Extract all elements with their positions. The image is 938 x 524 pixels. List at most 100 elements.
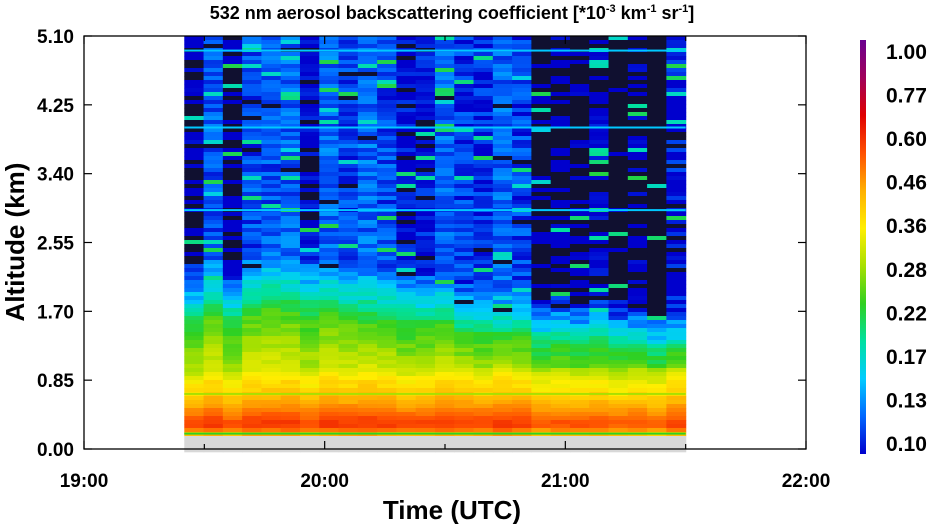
heatmap-cell (666, 288, 687, 293)
heatmap-cell (627, 388, 648, 393)
heatmap-cell (319, 420, 340, 425)
heatmap-cell (242, 384, 263, 389)
heatmap-cell (627, 308, 648, 313)
heatmap-cell (319, 60, 340, 65)
heatmap-cell (512, 112, 532, 117)
heatmap-cell (434, 372, 455, 377)
heatmap-cell (569, 404, 590, 409)
heatmap-cell (550, 144, 571, 149)
heatmap-cell (531, 376, 552, 381)
heatmap-cell (319, 448, 340, 453)
heatmap-cell (608, 352, 629, 357)
heatmap-cell (203, 404, 224, 409)
heatmap-cell (377, 428, 397, 433)
heatmap-cell (357, 80, 378, 85)
heatmap-cell (357, 284, 378, 289)
heatmap-cell (299, 216, 320, 221)
heatmap-cell (299, 84, 320, 89)
heatmap-cell (492, 152, 513, 157)
heatmap-cell (647, 292, 667, 297)
heatmap-cell (454, 72, 475, 77)
heatmap-cell (261, 396, 282, 401)
heatmap-cell (647, 148, 667, 153)
heatmap-cell (666, 116, 687, 121)
heatmap-cell (396, 372, 417, 377)
heatmap-cell (203, 424, 224, 429)
heatmap-cell (454, 64, 475, 69)
heatmap-cell (608, 148, 629, 153)
heatmap-cell (242, 404, 263, 409)
heatmap-cell (222, 404, 243, 409)
heatmap-cell (627, 152, 648, 157)
heatmap-cell (184, 356, 205, 361)
heatmap-cell (280, 40, 301, 45)
heatmap-cell (569, 332, 590, 337)
heatmap-cell (666, 224, 687, 229)
heatmap-cell (569, 156, 590, 161)
heatmap-cell (396, 236, 417, 241)
heatmap-cell (454, 320, 475, 325)
heatmap-cell (608, 100, 629, 105)
heatmap-cell (647, 56, 667, 61)
heatmap-cell (531, 220, 552, 225)
heatmap-cell (454, 220, 475, 225)
heatmap-cell (569, 284, 590, 289)
heatmap-cell (261, 408, 282, 413)
heatmap-cell (377, 284, 397, 289)
heatmap-cell (184, 184, 205, 189)
heatmap-cell (608, 156, 629, 161)
heatmap-cell (319, 436, 340, 441)
heatmap-cell (666, 148, 687, 153)
heatmap-cell (184, 52, 205, 57)
heatmap-cell (242, 64, 263, 69)
heatmap-cell (184, 412, 205, 417)
heatmap-cell (666, 152, 687, 157)
heatmap-cell (589, 140, 610, 145)
heatmap-cell (357, 228, 378, 233)
heatmap-cell (261, 248, 282, 253)
colorbar-tick-labels: 0.100.130.170.220.280.360.460.600.771.00 (886, 41, 927, 456)
heatmap-cell (242, 88, 263, 93)
heatmap-cell (280, 88, 301, 93)
heatmap-cell (608, 192, 629, 197)
heatmap-cell (184, 376, 205, 381)
heatmap-cell (666, 212, 687, 217)
heatmap-cell (184, 388, 205, 393)
heatmap-cell (454, 240, 475, 245)
heatmap-cell (299, 296, 320, 301)
heatmap-cell (415, 376, 436, 381)
heatmap-cell (454, 296, 475, 301)
heatmap-cell (569, 148, 590, 153)
y-tick-label: 1.70 (37, 302, 74, 323)
heatmap-cell (280, 340, 301, 345)
heatmap-cell (261, 280, 282, 285)
heatmap-cell (512, 44, 532, 49)
heatmap-cell (434, 220, 455, 225)
heatmap-cell (299, 320, 320, 325)
heatmap-cell (338, 336, 359, 341)
heatmap-cell (377, 312, 397, 317)
heatmap-cell (666, 92, 687, 97)
heatmap-cell (627, 220, 648, 225)
heatmap-cell (492, 52, 513, 57)
heatmap-cell (454, 144, 475, 149)
heatmap-cell (512, 228, 532, 233)
heatmap-cell (338, 60, 359, 65)
heatmap-cell (473, 272, 494, 277)
heatmap-cell (550, 268, 571, 273)
heatmap-cell (492, 136, 513, 141)
heatmap-cell (396, 324, 417, 329)
heatmap-cell (415, 444, 436, 449)
heatmap-cell (531, 364, 552, 369)
heatmap-cell (242, 152, 263, 157)
heatmap-cell (473, 336, 494, 341)
heatmap-cell (280, 288, 301, 293)
heatmap-cell (647, 108, 667, 113)
heatmap-cell (550, 404, 571, 409)
heatmap-cell (396, 152, 417, 157)
heatmap-cell (415, 136, 436, 141)
heatmap-cell (222, 168, 243, 173)
heatmap-cell (434, 172, 455, 177)
heatmap-cell (261, 156, 282, 161)
heatmap-cell (299, 384, 320, 389)
